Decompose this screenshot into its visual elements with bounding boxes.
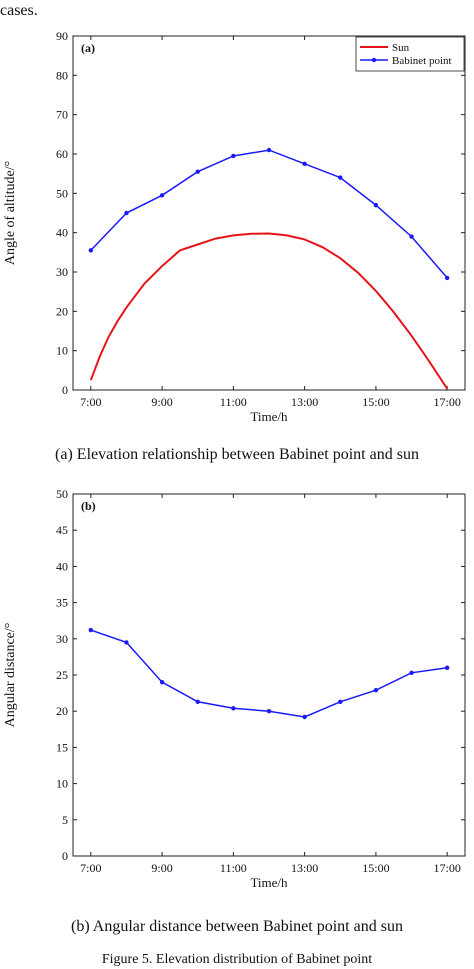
- chart-a-data-point: [124, 210, 129, 216]
- chart-b-y-tick-label: 25: [56, 668, 68, 682]
- chart-b-x-tick-label: 11:00: [220, 861, 247, 875]
- chart-b-x-tick-label: 15:00: [362, 861, 389, 875]
- chart-b-data-point: [302, 714, 307, 720]
- chart-a-y-tick-label: 30: [56, 265, 68, 279]
- chart-b-data-point: [231, 706, 236, 711]
- chart-b-x-tick-label: 9:00: [151, 861, 172, 875]
- chart-a-legend: [355, 36, 465, 72]
- figure-caption: Figure 5. Elevation distribution of Babi…: [101, 952, 373, 967]
- chart-b-data-point: [338, 699, 343, 704]
- chart-b-y-tick-label: 45: [56, 523, 68, 537]
- chart-a-series-line-1: [90, 149, 448, 279]
- chart-b-panel-label: (b): [81, 499, 96, 513]
- chart-a-data-point: [195, 169, 200, 174]
- chart-a-data-point: [338, 175, 343, 180]
- chart-a-y-tick-label: 50: [56, 186, 68, 200]
- chart-a-y-tick-label: 90: [56, 29, 68, 43]
- chart-a-y-tick-label: 80: [56, 68, 68, 82]
- chart-b-y-tick-label: 20: [56, 704, 68, 718]
- chart-b-x-tick-label: 17:00: [434, 861, 461, 875]
- chart-b-data-point: [373, 688, 379, 693]
- chart-b-y-tick-label: 30: [56, 632, 68, 646]
- chart-b-x-tick-label: 7:00: [80, 861, 101, 875]
- chart-a-legend-marker: [371, 57, 377, 63]
- chart-a-y-tick-label: 40: [56, 226, 68, 240]
- chart-a-y-axis-label: Angle of altitude/°: [3, 161, 18, 265]
- caption-a: (a) Elevation relationship between Babin…: [55, 446, 419, 463]
- chart-b-y-tick-label: 40: [56, 559, 68, 573]
- chart-a-data-point: [88, 248, 94, 253]
- chart-b-data-point: [409, 670, 414, 676]
- chart-b-data-point: [88, 627, 94, 633]
- chart-a-y-tick-label: 20: [56, 304, 68, 318]
- chart-a-series-line-0: [89, 232, 449, 390]
- chart-b-data-point: [444, 665, 450, 670]
- chart-b-y-tick-label: 10: [56, 777, 68, 791]
- chart-b-data-point: [159, 680, 165, 685]
- chart-a-x-tick-label: 17:00: [434, 395, 461, 409]
- chart-b-y-tick-label: 50: [56, 488, 68, 501]
- chart-b-y-tick-label: 5: [62, 813, 68, 827]
- chart-a-data-point: [373, 202, 379, 208]
- chart-a-legend-label: Sun: [392, 42, 410, 54]
- chart-a-data-point: [159, 193, 165, 198]
- chart-b-y-tick-label: 35: [56, 596, 68, 610]
- chart-a-data-point: [231, 153, 236, 159]
- chart-a-x-axis-label: Time/h: [250, 409, 288, 424]
- chart-a-y-tick-label: 70: [56, 108, 68, 122]
- caption-b: (b) Angular distance between Babinet poi…: [71, 918, 403, 935]
- chart-a-y-tick-label: 10: [56, 344, 68, 358]
- chart-a-legend-label: Babinet point: [392, 55, 452, 67]
- chart-a-x-tick-label: 13:00: [291, 395, 318, 409]
- chart-b-x-axis-label: Time/h: [250, 875, 288, 890]
- chart-a-x-tick-label: 11:00: [220, 395, 247, 409]
- chart-b-data-point: [195, 699, 200, 704]
- chart-a-data-point: [409, 234, 414, 239]
- chart-b-y-axis-label: Angular distance/°: [3, 623, 18, 728]
- chart-a-x-tick-label: 9:00: [151, 395, 172, 409]
- chart-a-y-tick-label: 0: [62, 383, 68, 397]
- chart-a-data-point: [444, 275, 450, 281]
- chart-a-data-point: [266, 147, 272, 153]
- chart-b-series-line-0: [90, 629, 448, 718]
- chart-b-data-point: [124, 640, 129, 645]
- chart-b-y-tick-label: 0: [62, 849, 68, 863]
- chart-a-plot-frame: [72, 35, 466, 391]
- chart-b-y-tick-label: 15: [56, 740, 68, 754]
- angular-distance-chart: 0 5 10 15 20 25 30 35 40 45 50 7:00 9:00 11:00 13:00 15…: [3, 488, 466, 890]
- altitude-chart: 0 10 20 30 40 50 60 70 80 90 7:00 9:00 11:00 13:00 15:…: [3, 29, 466, 424]
- chart-a-x-tick-label: 7:00: [80, 395, 101, 409]
- chart-a-panel-label: (a): [81, 41, 95, 55]
- chart-b-data-point: [266, 709, 272, 714]
- chart-a-x-tick-label: 15:00: [362, 395, 389, 409]
- chart-a-y-tick-label: 60: [56, 147, 68, 161]
- chart-a-data-point: [302, 161, 307, 167]
- chart-b-x-tick-label: 13:00: [291, 861, 318, 875]
- top-text: cases.: [0, 2, 38, 19]
